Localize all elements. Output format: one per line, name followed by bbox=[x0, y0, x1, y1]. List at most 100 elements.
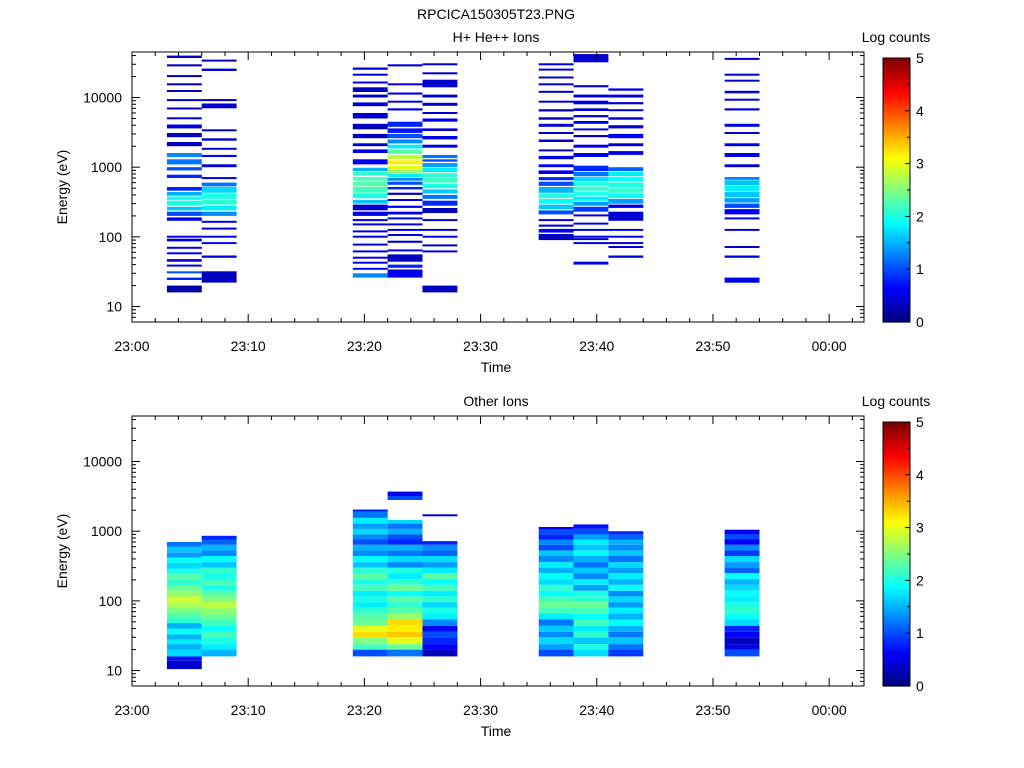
colorbar-segment bbox=[883, 221, 910, 225]
energy-band bbox=[387, 223, 423, 226]
energy-band bbox=[724, 644, 760, 650]
energy-band bbox=[166, 235, 202, 238]
colorbar-segment bbox=[883, 646, 910, 650]
energy-band bbox=[387, 100, 423, 103]
energy-band bbox=[166, 192, 202, 196]
energy-band bbox=[352, 211, 388, 216]
colorbar-tick-label: 3 bbox=[916, 156, 924, 172]
energy-band bbox=[724, 79, 760, 82]
energy-band bbox=[422, 159, 458, 162]
energy-band bbox=[608, 590, 644, 597]
energy-band bbox=[724, 602, 760, 608]
scan-column bbox=[573, 54, 609, 265]
colorbar-segment bbox=[883, 437, 910, 442]
colorbar-segment bbox=[883, 316, 910, 320]
energy-band bbox=[352, 590, 388, 597]
energy-band bbox=[724, 556, 760, 563]
energy-band bbox=[166, 238, 202, 242]
colorbar-segment bbox=[883, 126, 910, 130]
x-tick-label: 23:30 bbox=[463, 702, 498, 718]
scan-column bbox=[573, 524, 609, 657]
energy-band bbox=[538, 90, 574, 93]
colorbar-segment bbox=[883, 256, 910, 260]
energy-band bbox=[352, 149, 388, 153]
colorbar-segment bbox=[883, 543, 910, 547]
energy-band bbox=[538, 210, 574, 215]
colorbar-segment bbox=[883, 274, 910, 278]
energy-band bbox=[538, 177, 574, 181]
energy-band bbox=[166, 617, 202, 623]
energy-band bbox=[538, 193, 574, 199]
energy-band bbox=[201, 602, 237, 608]
energy-band bbox=[352, 133, 388, 139]
energy-band bbox=[166, 602, 202, 608]
colorbar-segment bbox=[883, 58, 910, 62]
energy-band bbox=[422, 613, 458, 620]
colorbar-segment bbox=[883, 656, 910, 661]
energy-band bbox=[724, 143, 760, 147]
energy-band bbox=[352, 637, 388, 645]
energy-band bbox=[166, 117, 202, 120]
x-tick-label: 23:20 bbox=[347, 338, 382, 354]
y-tick-label: 1000 bbox=[91, 523, 122, 539]
colorbar-segment bbox=[883, 282, 910, 286]
energy-band bbox=[724, 108, 760, 111]
energy-band bbox=[573, 619, 609, 626]
energy-band bbox=[608, 228, 644, 231]
energy-band bbox=[166, 542, 202, 547]
energy-band bbox=[387, 613, 423, 620]
energy-band bbox=[352, 235, 388, 238]
colorbar-segment bbox=[883, 680, 910, 684]
energy-band bbox=[422, 550, 458, 556]
scan-column bbox=[166, 542, 202, 670]
energy-band bbox=[201, 590, 237, 597]
colorbar-segment bbox=[883, 76, 910, 80]
energy-band bbox=[538, 204, 574, 210]
colorbar-tick-label: 5 bbox=[916, 50, 924, 66]
colorbar-tick-label: 2 bbox=[916, 572, 924, 588]
energy-band bbox=[352, 544, 388, 551]
colorbar-segment bbox=[883, 205, 910, 210]
energy-band bbox=[422, 112, 458, 114]
colorbar-segment bbox=[883, 147, 910, 151]
energy-band bbox=[608, 188, 644, 193]
colorbar-segment bbox=[883, 654, 910, 658]
energy-band bbox=[608, 167, 644, 172]
colorbar-segment bbox=[883, 551, 910, 555]
scan-column bbox=[387, 491, 423, 657]
energy-band bbox=[387, 644, 423, 650]
energy-band bbox=[538, 544, 574, 551]
colorbar-segment bbox=[883, 548, 910, 552]
energy-band bbox=[422, 584, 458, 591]
energy-band bbox=[387, 144, 423, 149]
colorbar-tick-label: 3 bbox=[916, 520, 924, 536]
energy-band bbox=[352, 567, 388, 574]
energy-band bbox=[387, 192, 423, 195]
energy-band bbox=[608, 619, 644, 626]
colorbar-segment bbox=[883, 643, 910, 647]
energy-band bbox=[573, 649, 609, 657]
energy-band bbox=[538, 556, 574, 563]
colorbar-segment bbox=[883, 601, 910, 605]
colorbar-tick-label: 0 bbox=[916, 314, 924, 330]
energy-band bbox=[608, 567, 644, 574]
colorbar-segment bbox=[883, 527, 910, 531]
energy-band bbox=[422, 183, 458, 189]
colorbar-segment bbox=[883, 606, 910, 611]
colorbar-segment bbox=[883, 311, 910, 315]
energy-band bbox=[201, 550, 237, 556]
energy-band bbox=[608, 109, 644, 112]
colorbar-segment bbox=[883, 649, 910, 653]
energy-band bbox=[538, 625, 574, 632]
energy-band bbox=[166, 133, 202, 138]
x-tick-label: 23:10 bbox=[231, 338, 266, 354]
energy-band bbox=[352, 562, 388, 568]
x-tick-label: 23:00 bbox=[114, 702, 149, 718]
energy-band bbox=[422, 102, 458, 106]
colorbar-segment bbox=[883, 79, 910, 83]
y-tick-label: 1000 bbox=[91, 159, 122, 175]
energy-band bbox=[166, 90, 202, 92]
energy-band bbox=[201, 579, 237, 585]
energy-band bbox=[352, 230, 388, 233]
colorbar-segment bbox=[883, 237, 910, 241]
